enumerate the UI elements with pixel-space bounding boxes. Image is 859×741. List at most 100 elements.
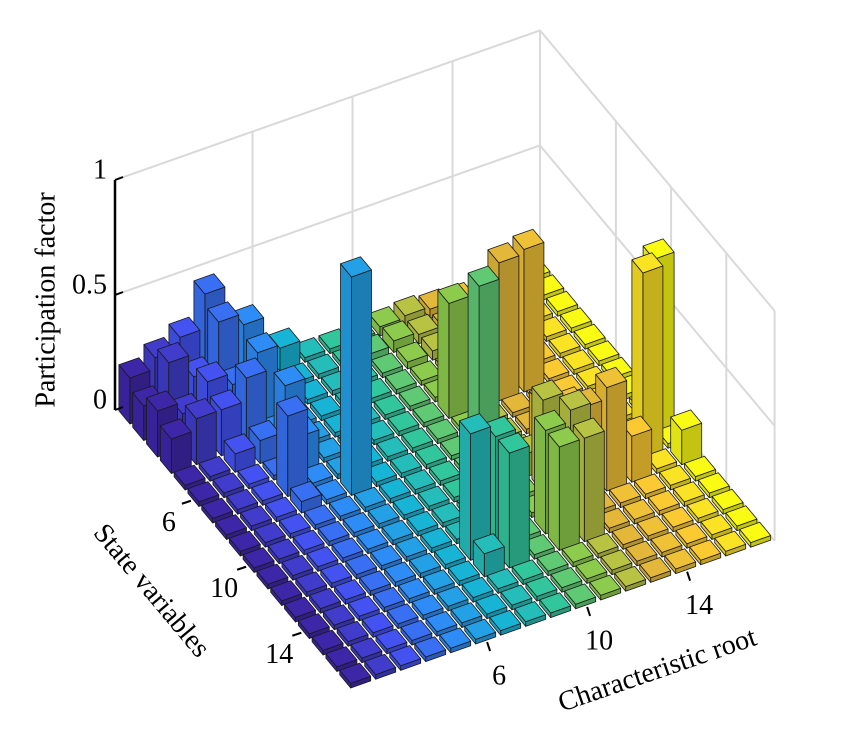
bar-face	[448, 295, 470, 419]
bar-top	[620, 415, 653, 437]
bar	[384, 561, 416, 588]
bar	[198, 455, 231, 482]
bar-top	[173, 464, 206, 486]
bar-top	[187, 481, 220, 503]
bar	[611, 524, 644, 550]
bar-top	[420, 527, 453, 549]
bar	[511, 559, 544, 585]
bar-top	[639, 557, 672, 579]
bar	[328, 495, 361, 522]
bar-top	[215, 514, 247, 536]
bar	[253, 521, 286, 548]
bar-top	[609, 482, 641, 504]
x-tick	[586, 606, 592, 617]
bar-top	[725, 505, 758, 527]
bar	[639, 557, 672, 583]
bar-top	[489, 609, 522, 631]
bar	[384, 368, 417, 395]
bar-top	[381, 519, 414, 541]
bar	[251, 480, 284, 506]
bar	[387, 410, 420, 437]
bar-top	[686, 497, 719, 519]
bar-top	[412, 401, 445, 424]
bar-top	[367, 503, 400, 525]
bar-top	[118, 357, 151, 379]
bar-top	[439, 627, 472, 649]
bar-top	[201, 497, 234, 519]
bar-top	[647, 489, 680, 512]
bar-top	[564, 583, 597, 605]
bar-top	[597, 507, 630, 529]
bar-top	[531, 379, 564, 401]
y-tick-label: 6	[162, 507, 176, 538]
bar-top	[447, 560, 480, 582]
bar	[631, 252, 664, 458]
bar	[428, 460, 461, 487]
bar	[228, 530, 261, 557]
bar-top	[459, 413, 491, 435]
bar-top	[548, 332, 581, 354]
bar	[284, 596, 316, 623]
bar	[600, 549, 633, 576]
bar-top	[159, 418, 192, 440]
bar-top	[196, 361, 228, 383]
x-tick	[686, 571, 692, 582]
bar	[322, 604, 355, 631]
bar-top	[364, 653, 397, 675]
bar-top	[253, 521, 286, 543]
bar	[634, 473, 666, 500]
bar	[501, 392, 534, 418]
bar-top	[168, 316, 201, 338]
bar	[573, 323, 606, 350]
bar	[342, 512, 375, 538]
bar	[675, 523, 708, 549]
bar	[420, 527, 453, 554]
bar-top	[322, 604, 355, 626]
bar-top	[146, 390, 178, 412]
bar-top	[331, 537, 364, 559]
y-tick	[181, 499, 192, 505]
x-tick	[486, 641, 492, 652]
bar-top	[650, 531, 683, 553]
bar-top	[334, 579, 366, 601]
bar-top	[436, 585, 469, 607]
bar-top	[559, 389, 591, 411]
bar	[561, 541, 594, 568]
bar	[447, 560, 480, 587]
bar-top	[550, 567, 583, 589]
bar	[370, 545, 403, 571]
bar	[398, 385, 431, 412]
bar-top	[378, 477, 411, 500]
bar	[489, 609, 522, 636]
bar	[539, 592, 572, 618]
bar-face	[523, 241, 545, 393]
bar	[320, 562, 353, 589]
bar	[395, 536, 428, 562]
bar-top	[384, 561, 416, 583]
bar-top	[309, 587, 341, 609]
bar	[564, 583, 597, 610]
bar	[550, 567, 583, 593]
bar-top	[411, 594, 444, 616]
bar-top	[497, 432, 530, 454]
bar	[303, 504, 336, 530]
bar-face	[351, 269, 372, 496]
bar	[307, 353, 340, 380]
bar-top	[631, 252, 664, 274]
bars	[118, 228, 772, 689]
bar-top	[278, 513, 311, 535]
bar-top	[387, 410, 420, 432]
bar-face	[631, 428, 653, 483]
z-tick	[114, 406, 124, 411]
bar	[625, 540, 658, 567]
bar-top	[500, 584, 533, 606]
bar	[422, 569, 455, 595]
bar-top	[376, 436, 409, 458]
bar-top	[290, 480, 322, 503]
bar	[714, 530, 747, 557]
bar	[265, 496, 297, 523]
bar-top	[645, 448, 678, 470]
bar-top	[212, 472, 245, 494]
bar-top	[475, 593, 508, 615]
bar-top	[384, 368, 417, 391]
